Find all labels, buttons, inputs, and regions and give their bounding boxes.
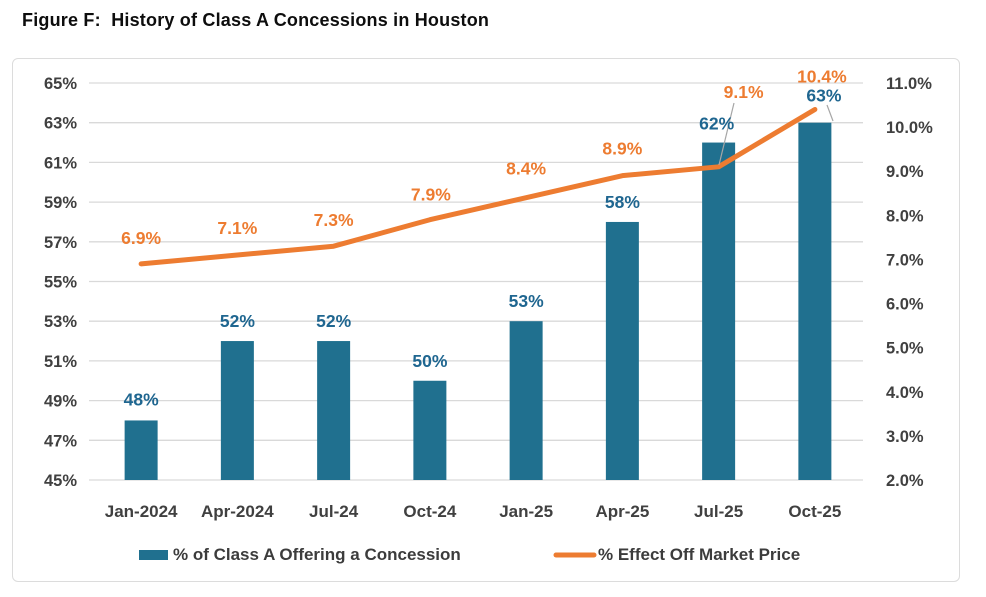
- legend-label-concession-bars: % of Class A Offering a Concession: [173, 545, 461, 564]
- right-axis-tick: 10.0%: [886, 119, 933, 137]
- category-label-apr-25: Apr-25: [595, 502, 649, 521]
- right-axis-tick: 8.0%: [886, 207, 924, 225]
- category-label-jan-25: Jan-25: [499, 502, 553, 521]
- bar-oct-25: [798, 122, 832, 480]
- left-axis-tick: 55%: [44, 274, 77, 292]
- left-axis-tick: 57%: [44, 234, 77, 252]
- line-data-label: 7.9%: [411, 185, 451, 205]
- label-leader-line: [718, 102, 735, 166]
- label-leader-line: [826, 104, 834, 122]
- chart-canvas: 65% 63% 61% 59% 57% 55% 53% 51% 49% 47% 45% 11.0% 10…: [44, 66, 933, 564]
- category-label-oct-24: Oct-24: [403, 502, 456, 521]
- bar-data-label: 58%: [605, 192, 640, 212]
- bar-jul-25: [702, 142, 736, 481]
- bar-jul-24: [317, 341, 351, 480]
- chart-container: 65% 63% 61% 59% 57% 55% 53% 51% 49% 47% 45% 11.0% 10…: [12, 58, 960, 582]
- line-data-label: 6.9%: [121, 228, 161, 248]
- right-axis-tick: 5.0%: [886, 340, 924, 358]
- bar-data-label: 63%: [806, 86, 841, 106]
- left-axis-tick: 63%: [44, 115, 77, 133]
- left-axis-tick: 45%: [44, 472, 77, 490]
- left-axis-tick: 47%: [44, 432, 77, 450]
- bar-data-label: 52%: [220, 311, 255, 331]
- line-data-label: 8.9%: [602, 139, 642, 159]
- right-axis-tick: 7.0%: [886, 251, 924, 269]
- category-label-jul-25: Jul-25: [694, 502, 743, 521]
- left-axis-tick: 65%: [44, 75, 77, 93]
- right-axis-tick: 9.0%: [886, 163, 924, 181]
- category-label-jul-24: Jul-24: [309, 502, 359, 521]
- right-axis-tick: 3.0%: [886, 428, 924, 446]
- bar-data-label: 48%: [124, 389, 159, 409]
- right-axis-tick: 4.0%: [886, 384, 924, 402]
- right-axis-tick: 6.0%: [886, 296, 924, 314]
- line-data-label: 10.4%: [797, 66, 847, 86]
- legend-label-effect-line: % Effect Off Market Price: [598, 545, 800, 564]
- bar-apr-25: [605, 221, 639, 480]
- category-label-oct-25: Oct-25: [788, 502, 841, 521]
- line-data-label: 7.3%: [314, 210, 354, 230]
- bar-jan-25: [509, 321, 543, 480]
- bar-oct-24: [413, 380, 447, 480]
- left-axis-tick: 49%: [44, 393, 77, 411]
- left-axis-tick: 51%: [44, 353, 77, 371]
- bar-data-label: 50%: [412, 351, 447, 371]
- legend-swatch-concession-bars: [139, 550, 168, 560]
- figure-title: Figure F: History of Class A Concessions…: [22, 10, 490, 30]
- right-axis-tick: 11.0%: [886, 75, 932, 93]
- line-data-label: 8.4%: [506, 159, 546, 179]
- bar-apr-2024: [220, 341, 254, 480]
- left-axis-tick: 61%: [44, 154, 77, 172]
- left-axis-tick: 59%: [44, 194, 77, 212]
- bar-data-label: 52%: [316, 311, 351, 331]
- left-axis-tick: 53%: [44, 313, 77, 331]
- line-series: [138, 106, 818, 267]
- right-axis-tick: 2.0%: [886, 472, 924, 490]
- line-data-label: 7.1%: [217, 218, 257, 238]
- bar-data-label: 62%: [699, 114, 734, 134]
- bar-jan-2024: [124, 420, 158, 480]
- line-data-label: 9.1%: [724, 82, 764, 102]
- category-label-apr-2024: Apr-2024: [201, 502, 274, 521]
- bar-data-label: 53%: [509, 291, 544, 311]
- category-label-jan-2024: Jan-2024: [105, 502, 178, 521]
